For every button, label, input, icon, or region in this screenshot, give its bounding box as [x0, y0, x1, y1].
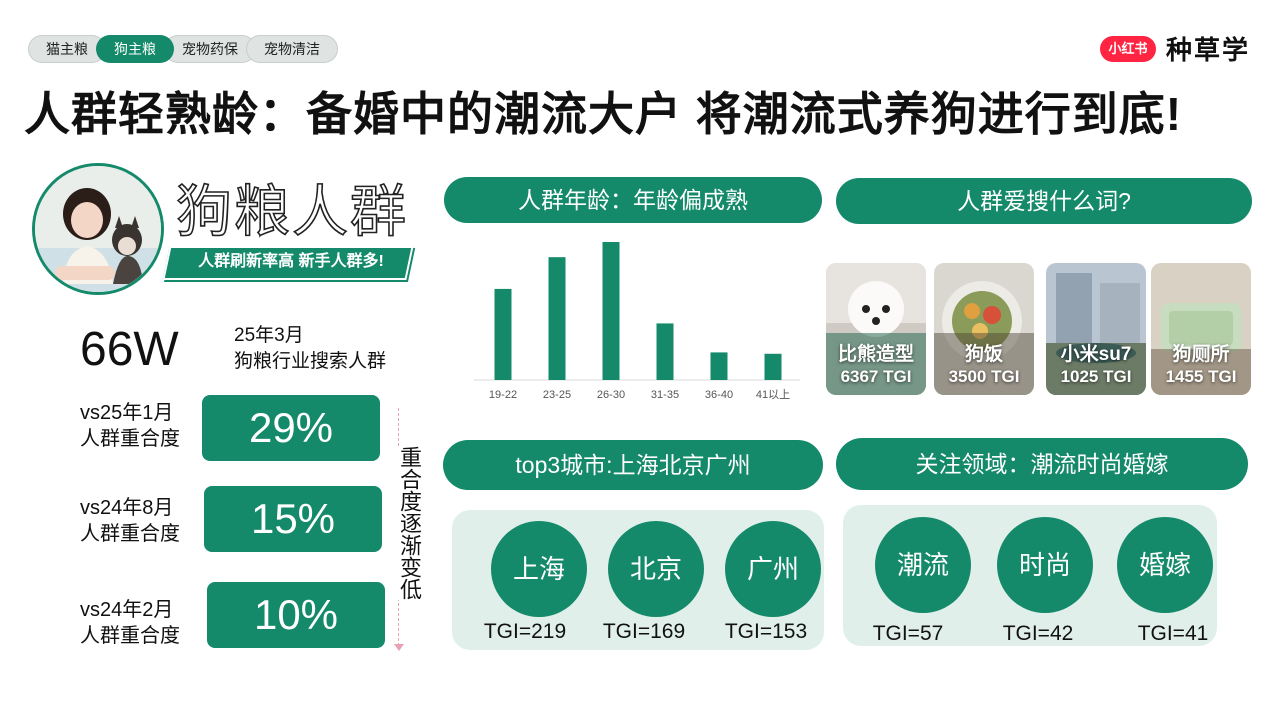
brand-logo: 小红书 [1099, 35, 1156, 62]
age-tick-label: 23-25 [543, 389, 571, 401]
interest-tgi-trend: TGI=57 [872, 622, 944, 645]
person-with-dog-illustration [35, 166, 161, 292]
age-bar [764, 353, 782, 380]
search-term: 狗饭 [964, 344, 1003, 365]
search-card-xiaomi-su7[interactable]: 小米su7 1025 TGI [1046, 263, 1146, 395]
overlap-period: vs25年1月 [80, 402, 174, 424]
trend-arrow-icon [394, 644, 404, 651]
segment-banner: 人群刷新率高 新手人群多! [198, 253, 384, 270]
interest-tgi-wedding: TGI=41 [1137, 622, 1209, 645]
overlap-period: vs24年2月 [80, 599, 174, 621]
overlap-label-1: vs25年1月 人群重合度 [80, 400, 180, 452]
search-population-label: 25年3月 狗粮行业搜索人群 [234, 323, 386, 375]
city-shanghai: 上海 [491, 521, 587, 617]
city-tgi-shanghai: TGI=219 [483, 620, 567, 643]
search-card-dog-toilet[interactable]: 狗厕所 1455 TGI [1151, 263, 1251, 395]
age-bar-chart: 19-22 23-25 26-30 31-35 36-40 41以上 [474, 242, 800, 401]
search-card-dog-meal[interactable]: 狗饭 3500 TGI [934, 263, 1034, 395]
age-bar [548, 257, 566, 380]
interest-section-title: 关注领域：潮流时尚婚嫁 [836, 438, 1248, 490]
city-section-title: top3城市:上海北京广州 [443, 440, 823, 490]
tab-pet-cleaning[interactable]: 宠物清洁 [246, 35, 338, 63]
overlap-caption: 人群重合度 [80, 625, 180, 647]
search-tgi: 3500 TGI [948, 367, 1020, 386]
age-bar [656, 323, 674, 380]
avatar [32, 163, 164, 295]
trend-note: 重合度逐渐变低 [397, 446, 422, 600]
category-tabs: 猫主粮 狗主粮 宠物药保 宠物清洁 [28, 35, 338, 63]
age-tick-label: 31-35 [651, 389, 679, 401]
search-tgi: 1455 TGI [1165, 367, 1237, 386]
overlap-label-3: vs24年2月 人群重合度 [80, 597, 180, 649]
age-bar [602, 242, 620, 380]
overlap-period: vs24年8月 [80, 497, 174, 519]
interest-tgi-fashion: TGI=42 [1002, 622, 1074, 645]
interest-fashion: 时尚 [997, 517, 1093, 613]
dog-meal-photo [934, 263, 1034, 395]
overlap-value-2: 15% [204, 486, 382, 552]
overlap-value-1: 29% [202, 395, 380, 461]
search-term: 小米su7 [1060, 344, 1132, 365]
search-card-bichon[interactable]: 比熊造型 6367 TGI [826, 263, 926, 395]
age-tick-label: 19-22 [489, 389, 517, 401]
brand: 小红书 种草学 [1099, 30, 1250, 67]
segment-title: 狗粮人群 [175, 180, 408, 243]
search-term: 比熊造型 [837, 344, 914, 365]
overlap-label-2: vs24年8月 人群重合度 [80, 495, 180, 547]
page-title: 人群轻熟龄：备婚中的潮流大户 将潮流式养狗进行到底! [24, 88, 1183, 140]
bichon-dog-photo [826, 263, 926, 395]
city-tgi-guangzhou: TGI=153 [724, 620, 808, 643]
age-tick-label: 41以上 [756, 388, 790, 401]
dog-toilet-photo [1151, 263, 1251, 395]
interest-wedding: 婚嫁 [1117, 517, 1213, 613]
interest-trend: 潮流 [875, 517, 971, 613]
city-beijing: 北京 [608, 521, 704, 617]
search-population-number: 66W [80, 323, 179, 376]
brand-name: 种草学 [1165, 35, 1250, 65]
city-tgi-beijing: TGI=169 [602, 620, 686, 643]
search-tgi: 6367 TGI [840, 367, 912, 386]
age-section-title: 人群年龄：年龄偏成熟 [444, 177, 822, 223]
city-guangzhou: 广州 [725, 521, 821, 617]
age-tick-label: 26-30 [597, 389, 625, 401]
overlap-value-3: 10% [207, 582, 385, 648]
stat-label-desc: 狗粮行业搜索人群 [234, 351, 387, 372]
search-section-title: 人群爱搜什么词? [836, 178, 1252, 224]
tab-dog-food[interactable]: 狗主粮 [96, 35, 174, 63]
age-tick-label: 36-40 [705, 389, 733, 401]
car-photo [1046, 263, 1146, 395]
search-term: 狗厕所 [1172, 344, 1230, 365]
tab-pet-medicine[interactable]: 宠物药保 [164, 35, 256, 63]
age-bar [494, 288, 512, 380]
tab-cat-food[interactable]: 猫主粮 [28, 35, 106, 63]
overlap-caption: 人群重合度 [80, 523, 180, 545]
search-tgi: 1025 TGI [1060, 367, 1132, 386]
age-bar [710, 352, 728, 380]
stat-label-date: 25年3月 [234, 325, 304, 346]
overlap-caption: 人群重合度 [80, 428, 180, 450]
